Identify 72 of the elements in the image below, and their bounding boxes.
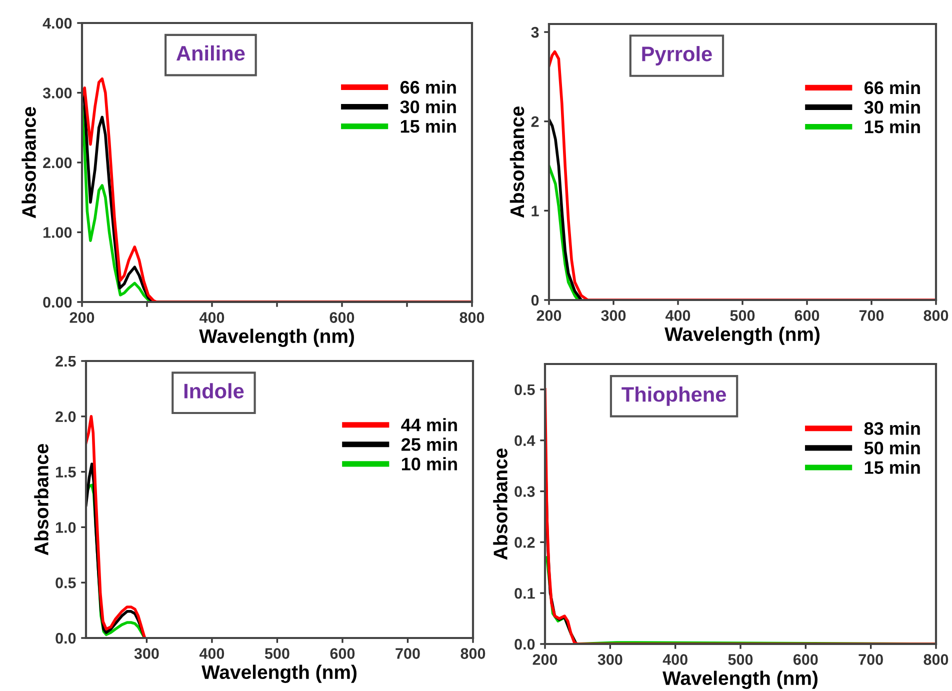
y-axis-title: Absorbance [510,106,524,218]
x-tick-label: 600 [330,312,354,323]
legend-label: 66 min [400,80,456,94]
legend-label: 44 min [401,418,457,432]
line-series [549,118,583,300]
text: Thiophene [622,386,726,406]
y-tick-label: 1 [532,206,539,216]
y-tick-label: 0 [531,294,539,306]
x-tick-label: 200 [70,312,94,323]
y-tick-label: 2.00 [43,157,72,168]
y-tick-label: 0.3 [514,486,535,497]
y-tick-label: 2.0 [56,411,76,422]
legend-label: 15 min [864,460,920,474]
y-tick-label: 0.00 [43,296,72,308]
y-tick-label: 0.5 [514,384,535,396]
x-tick-label: 700 [858,654,883,665]
y-tick-label: 1.5 [56,466,76,478]
x-tick-label: 300 [598,654,622,665]
legend-label: 15 min [864,120,920,134]
y-tick-label: 0.0 [56,632,76,644]
text: Pyrrole [642,46,712,66]
y-tick-label: 4.00 [42,18,72,29]
x-axis-title: Wavelength (nm) [662,670,818,689]
y-tick-label: 2 [531,116,539,127]
x-axis-title: Wavelength (nm) [202,664,356,683]
x-tick-label: 400 [665,310,690,321]
x-tick-label: 600 [330,648,355,659]
x-tick-label: 500 [264,648,290,659]
legend-label: 10 min [402,457,457,470]
y-axis-title: Absorbance [22,106,36,218]
x-tick-label: 200 [536,310,562,321]
x-tick-label: 300 [601,310,626,321]
y-tick-label: 0.2 [514,537,535,548]
line-series [549,164,580,300]
legend-label: 30 min [864,100,920,114]
text: Indole [184,383,244,398]
y-tick-label: 0.4 [514,435,536,446]
x-tick-label: 700 [859,310,884,321]
x-tick-label: 300 [134,648,159,659]
x-tick-label: 500 [728,654,753,665]
y-tick-label: 0.5 [56,577,76,588]
x-tick-label: 400 [199,312,224,323]
x-tick-label: 800 [924,654,948,665]
legend-label: 25 min [401,438,457,451]
y-tick-label: 0.0 [514,638,535,650]
y-axis-title: Absorbance [493,448,508,560]
x-tick-label: 600 [793,654,818,665]
line-series [86,415,146,638]
x-tick-label: 800 [924,310,948,321]
x-axis-title: Wavelength (nm) [199,328,354,347]
y-tick-label: 1.0 [56,522,76,533]
x-tick-label: 800 [460,312,484,323]
y-tick-label: 0.1 [514,588,535,599]
x-tick-label: 600 [794,310,820,321]
y-tick-label: 3 [531,26,539,38]
y-axis-title: Absorbance [34,444,48,556]
text: Aniline [176,45,245,61]
x-tick-label: 200 [532,654,558,665]
x-tick-label: 400 [199,648,224,659]
legend-label: 30 min [400,100,456,114]
x-tick-label: 700 [396,648,420,659]
y-tick-label: 2.5 [56,356,76,367]
x-axis-title: Wavelength (nm) [664,326,820,345]
x-tick-label: 500 [730,310,755,321]
x-tick-label: 800 [460,648,486,659]
legend-label: 83 min [864,422,920,435]
legend-label: 15 min [400,120,456,133]
legend-label: 50 min [864,441,920,454]
legend-label: 66 min [864,80,920,94]
y-tick-label: 1.00 [44,227,72,238]
y-tick-label: 3.00 [42,88,72,98]
x-tick-label: 400 [662,654,688,665]
